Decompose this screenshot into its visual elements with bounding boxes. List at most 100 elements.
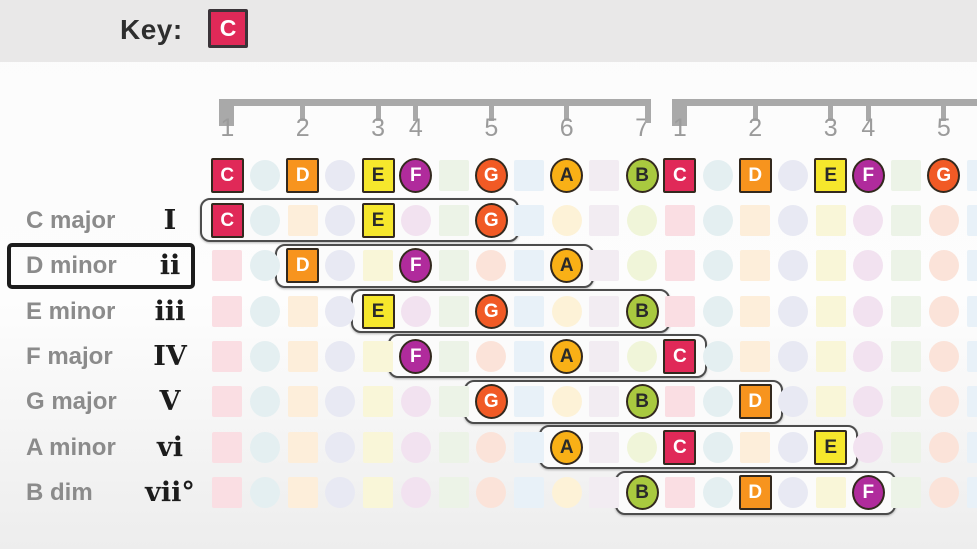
chord-label[interactable]: D minor [26,252,117,280]
ruler-tick [828,99,834,121]
faded-note-cell [513,431,544,463]
chord-numeral[interactable]: V [159,386,181,418]
note-C[interactable]: C [210,158,244,193]
scale-degree-number: 2 [748,114,763,142]
faded-note-cell [513,386,544,418]
note-C[interactable]: C [210,202,244,238]
note-D[interactable]: D [738,158,772,193]
chord-numeral[interactable]: ii [159,250,181,282]
chord-label[interactable]: C major [26,206,116,234]
faded-note-cell [476,340,507,372]
note-D[interactable]: D [286,158,320,193]
faded-note-cell [664,295,695,327]
faded-note-cell [363,431,394,463]
chord-span-box[interactable] [199,198,519,243]
faded-note-cell [438,340,469,372]
faded-note-cell [815,204,846,236]
note-A[interactable]: A [550,338,584,374]
bracket-start-block [219,99,235,126]
faded-note-cell [702,386,733,418]
chord-span-box[interactable] [463,379,783,424]
faded-note-cell [702,250,733,282]
chord-numeral[interactable]: IV [153,340,187,372]
note-C[interactable]: C [663,158,697,193]
faded-note-cell [551,204,582,236]
faded-note-cell [513,477,544,508]
faded-note-cell [363,386,394,418]
faded-note-cell [287,295,318,327]
chord-label[interactable]: G major [26,388,117,416]
note-F[interactable]: F [851,158,885,193]
faded-note-cell [777,386,808,418]
faded-note-cell [363,340,394,372]
note-F[interactable]: F [851,475,885,510]
faded-note-cell [438,295,469,327]
note-B[interactable]: B [625,384,659,420]
chord-span-box[interactable] [388,334,708,379]
note-E[interactable]: E [814,429,848,465]
faded-note-cell [966,250,977,282]
chord-span-box[interactable] [275,243,595,288]
note-D[interactable]: D [738,384,772,420]
chord-label[interactable]: A minor [26,433,116,461]
faded-note-cell [664,250,695,282]
note-G[interactable]: G [927,158,961,193]
faded-note-cell [853,431,884,463]
note-F[interactable]: F [399,248,433,284]
faded-note-cell [476,477,507,508]
note-D[interactable]: D [286,248,320,284]
note-A[interactable]: A [550,248,584,284]
faded-note-cell [250,204,280,236]
faded-note-cell [438,160,469,191]
ruler-tick [413,99,419,121]
chord-numeral[interactable]: I [163,204,177,236]
scale-degree-number: 2 [295,114,310,142]
key-chip[interactable]: C [208,9,248,48]
note-D[interactable]: D [738,475,772,510]
faded-note-cell [853,250,884,282]
faded-note-cell [664,204,695,236]
faded-note-cell [815,477,846,508]
ruler-tick [564,99,570,121]
faded-note-cell [702,160,733,191]
chord-numeral[interactable]: vi [157,431,183,463]
note-E[interactable]: E [814,158,848,193]
faded-note-cell [287,477,318,508]
scale-degree-number: 1 [672,114,687,142]
chord-label[interactable]: B dim [26,479,93,506]
faded-note-cell [702,431,733,463]
note-E[interactable]: E [361,293,395,329]
chord-span-box[interactable] [539,425,859,470]
note-B[interactable]: B [625,475,659,510]
note-C[interactable]: C [663,429,697,465]
bracket-bar [671,99,977,106]
note-G[interactable]: G [474,158,508,193]
faded-note-cell [815,386,846,418]
note-G[interactable]: G [474,202,508,238]
faded-note-cell [250,340,280,372]
faded-note-cell [740,204,771,236]
note-B[interactable]: B [625,158,659,193]
note-G[interactable]: G [474,293,508,329]
note-A[interactable]: A [550,429,584,465]
note-F[interactable]: F [399,338,433,374]
faded-note-cell [438,386,469,418]
note-F[interactable]: F [399,158,433,193]
note-A[interactable]: A [550,158,584,193]
note-E[interactable]: E [361,202,395,238]
chord-label[interactable]: F major [26,342,113,370]
faded-note-cell [589,431,620,463]
faded-note-cell [891,386,922,418]
faded-note-cell [928,250,959,282]
faded-note-cell [325,340,356,372]
chord-label[interactable]: E minor [26,297,116,325]
faded-note-cell [815,250,846,282]
chord-numeral[interactable]: vii° [145,477,195,508]
chord-numeral[interactable]: iii [154,295,186,327]
note-B[interactable]: B [625,293,659,329]
note-G[interactable]: G [474,384,508,420]
note-E[interactable]: E [361,158,395,193]
note-C[interactable]: C [663,338,697,374]
faded-note-cell [250,477,280,508]
chord-span-box[interactable] [350,289,670,334]
